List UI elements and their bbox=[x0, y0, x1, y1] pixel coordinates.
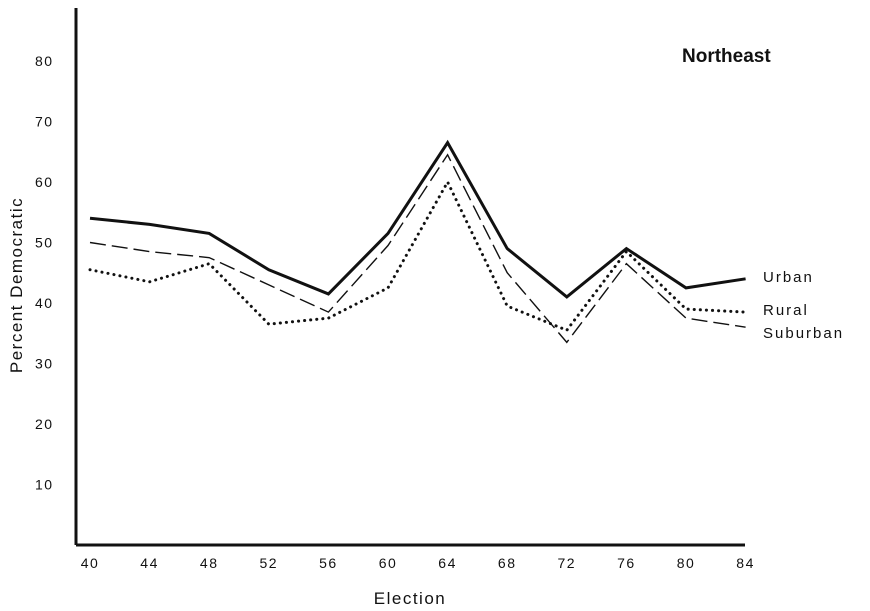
x-tick-label: 80 bbox=[677, 555, 696, 571]
y-tick-label: 30 bbox=[35, 356, 54, 372]
x-tick-label: 72 bbox=[558, 555, 577, 571]
x-tick-label: 76 bbox=[617, 555, 636, 571]
x-tick-label: 64 bbox=[438, 555, 457, 571]
x-tick-label: 68 bbox=[498, 555, 517, 571]
x-tick-labels: 40 44 48 52 56 60 64 68 72 76 80 84 bbox=[81, 555, 755, 571]
series-line-suburban bbox=[89, 153, 746, 344]
y-tick-label: 50 bbox=[35, 235, 54, 251]
y-tick-label: 70 bbox=[35, 114, 54, 130]
series-label-urban: Urban bbox=[763, 269, 814, 286]
y-axis-title: Percent Democratic bbox=[7, 197, 26, 373]
series-label-suburban: Suburban bbox=[763, 325, 844, 342]
series-lines bbox=[88, 139, 748, 344]
series-label-rural: Rural bbox=[763, 302, 809, 319]
y-tick-label: 80 bbox=[35, 53, 54, 69]
y-tick-label: 60 bbox=[35, 174, 54, 190]
y-tick-label: 40 bbox=[35, 295, 54, 311]
series-line-urban bbox=[89, 139, 746, 299]
x-tick-label: 56 bbox=[319, 555, 338, 571]
y-tick-labels: 10 20 30 40 50 60 70 80 bbox=[35, 53, 54, 493]
x-axis-title: Election bbox=[374, 589, 446, 608]
x-tick-label: 60 bbox=[379, 555, 398, 571]
series-labels: Urban Rural Suburban bbox=[763, 269, 844, 342]
y-tick-label: 10 bbox=[35, 477, 54, 493]
x-tick-label: 48 bbox=[200, 555, 219, 571]
x-tick-label: 84 bbox=[736, 555, 755, 571]
x-tick-label: 52 bbox=[260, 555, 279, 571]
x-tick-label: 44 bbox=[140, 555, 159, 571]
series-line-rural bbox=[88, 178, 748, 333]
chart-title: Northeast bbox=[682, 46, 771, 67]
x-tick-label: 40 bbox=[81, 555, 100, 571]
y-tick-label: 20 bbox=[35, 416, 54, 432]
